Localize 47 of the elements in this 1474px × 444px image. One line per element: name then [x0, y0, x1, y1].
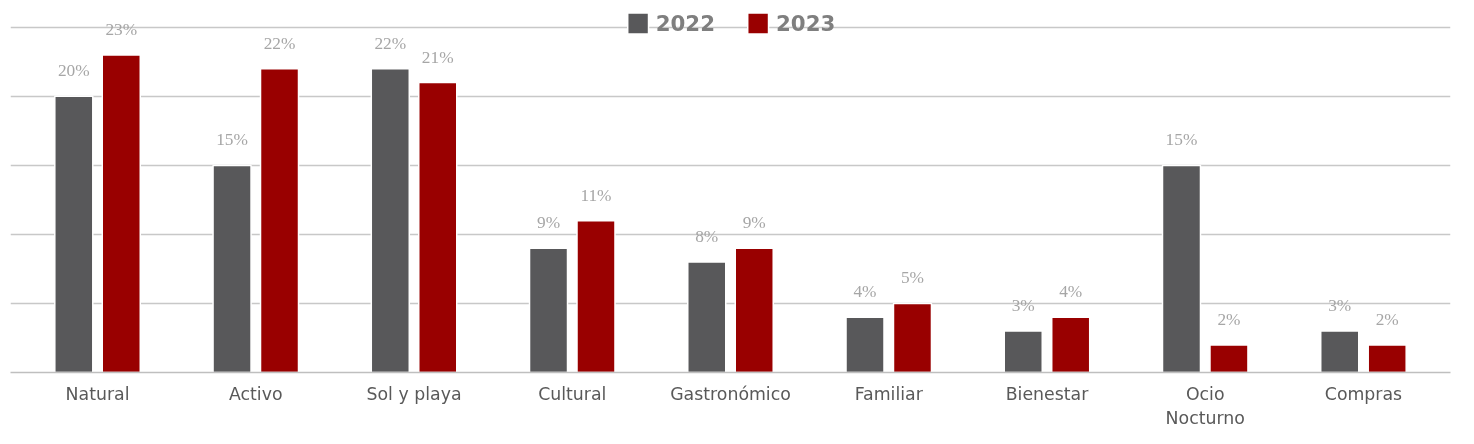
x-tick-label: Activo [229, 383, 283, 404]
data-label: 15% [216, 130, 248, 150]
bar [212, 164, 252, 373]
bar [1367, 344, 1407, 373]
x-tick-label: Ocio Nocturno [1165, 383, 1245, 428]
x-tick-label: Gastronómico [670, 383, 791, 404]
data-label: 4% [1059, 282, 1083, 302]
bar [734, 247, 774, 373]
x-tick-label: Cultural [538, 383, 607, 404]
bar [1209, 344, 1249, 373]
x-tick-label: Natural [65, 383, 130, 404]
bar [101, 54, 142, 373]
legend-label: 2023 [776, 10, 836, 36]
bar [1050, 316, 1091, 373]
data-label: 2% [1375, 309, 1399, 329]
data-label: 23% [105, 19, 138, 39]
data-label: 22% [374, 33, 407, 53]
bar [528, 247, 569, 373]
bar [892, 302, 933, 373]
data-label: 5% [900, 268, 925, 288]
data-label: 9% [742, 213, 766, 233]
x-tick-label: Sol y playa [366, 383, 462, 404]
bar [370, 68, 411, 373]
bar [259, 68, 300, 373]
data-label: 4% [853, 282, 877, 302]
x-tick-label: Familiar [854, 383, 924, 404]
x-tick-label: Compras [1324, 383, 1403, 404]
data-label: 21% [421, 47, 454, 67]
data-label: 15% [1165, 130, 1198, 150]
bar [1161, 164, 1202, 373]
x-tick-label: Bienestar [1005, 383, 1090, 404]
bar [1319, 330, 1360, 373]
data-label: 11% [580, 185, 612, 205]
data-label: 2% [1217, 309, 1241, 329]
bar [576, 219, 616, 373]
data-label: 9% [536, 213, 561, 233]
data-label: 8% [695, 227, 719, 247]
data-label: 20% [57, 61, 90, 81]
bar [687, 261, 727, 373]
bar [845, 316, 885, 373]
bar [418, 81, 458, 373]
legend-label: 2022 [655, 10, 715, 36]
data-label: 3% [1328, 296, 1352, 316]
bar [54, 95, 94, 373]
bar [1003, 330, 1043, 373]
data-label: 3% [1011, 296, 1035, 316]
data-label: 22% [263, 33, 296, 53]
